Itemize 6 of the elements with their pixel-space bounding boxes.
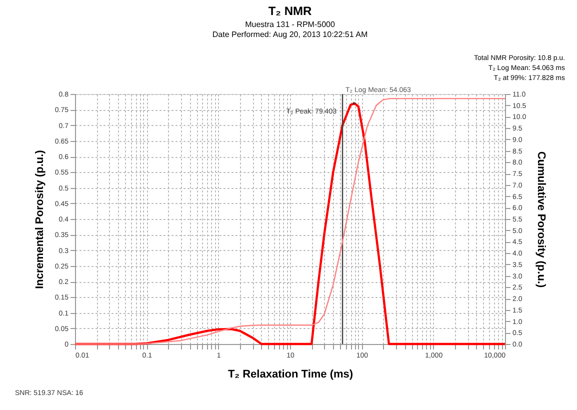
- chart-title: T₂ NMR: [268, 4, 312, 18]
- chart-subtitle: Muestra 131 - RPM-5000: [245, 20, 336, 29]
- text: Date Performed: Aug 20, 2013 10:22:51 AM: [212, 30, 368, 39]
- y2-axis-title: Cumulative Porosity (p.u.): [535, 151, 548, 288]
- y-axis-title: Incremental Porosity (p.u.): [34, 150, 46, 289]
- x-axis-title: T₂ Relaxation Time (ms): [228, 368, 354, 380]
